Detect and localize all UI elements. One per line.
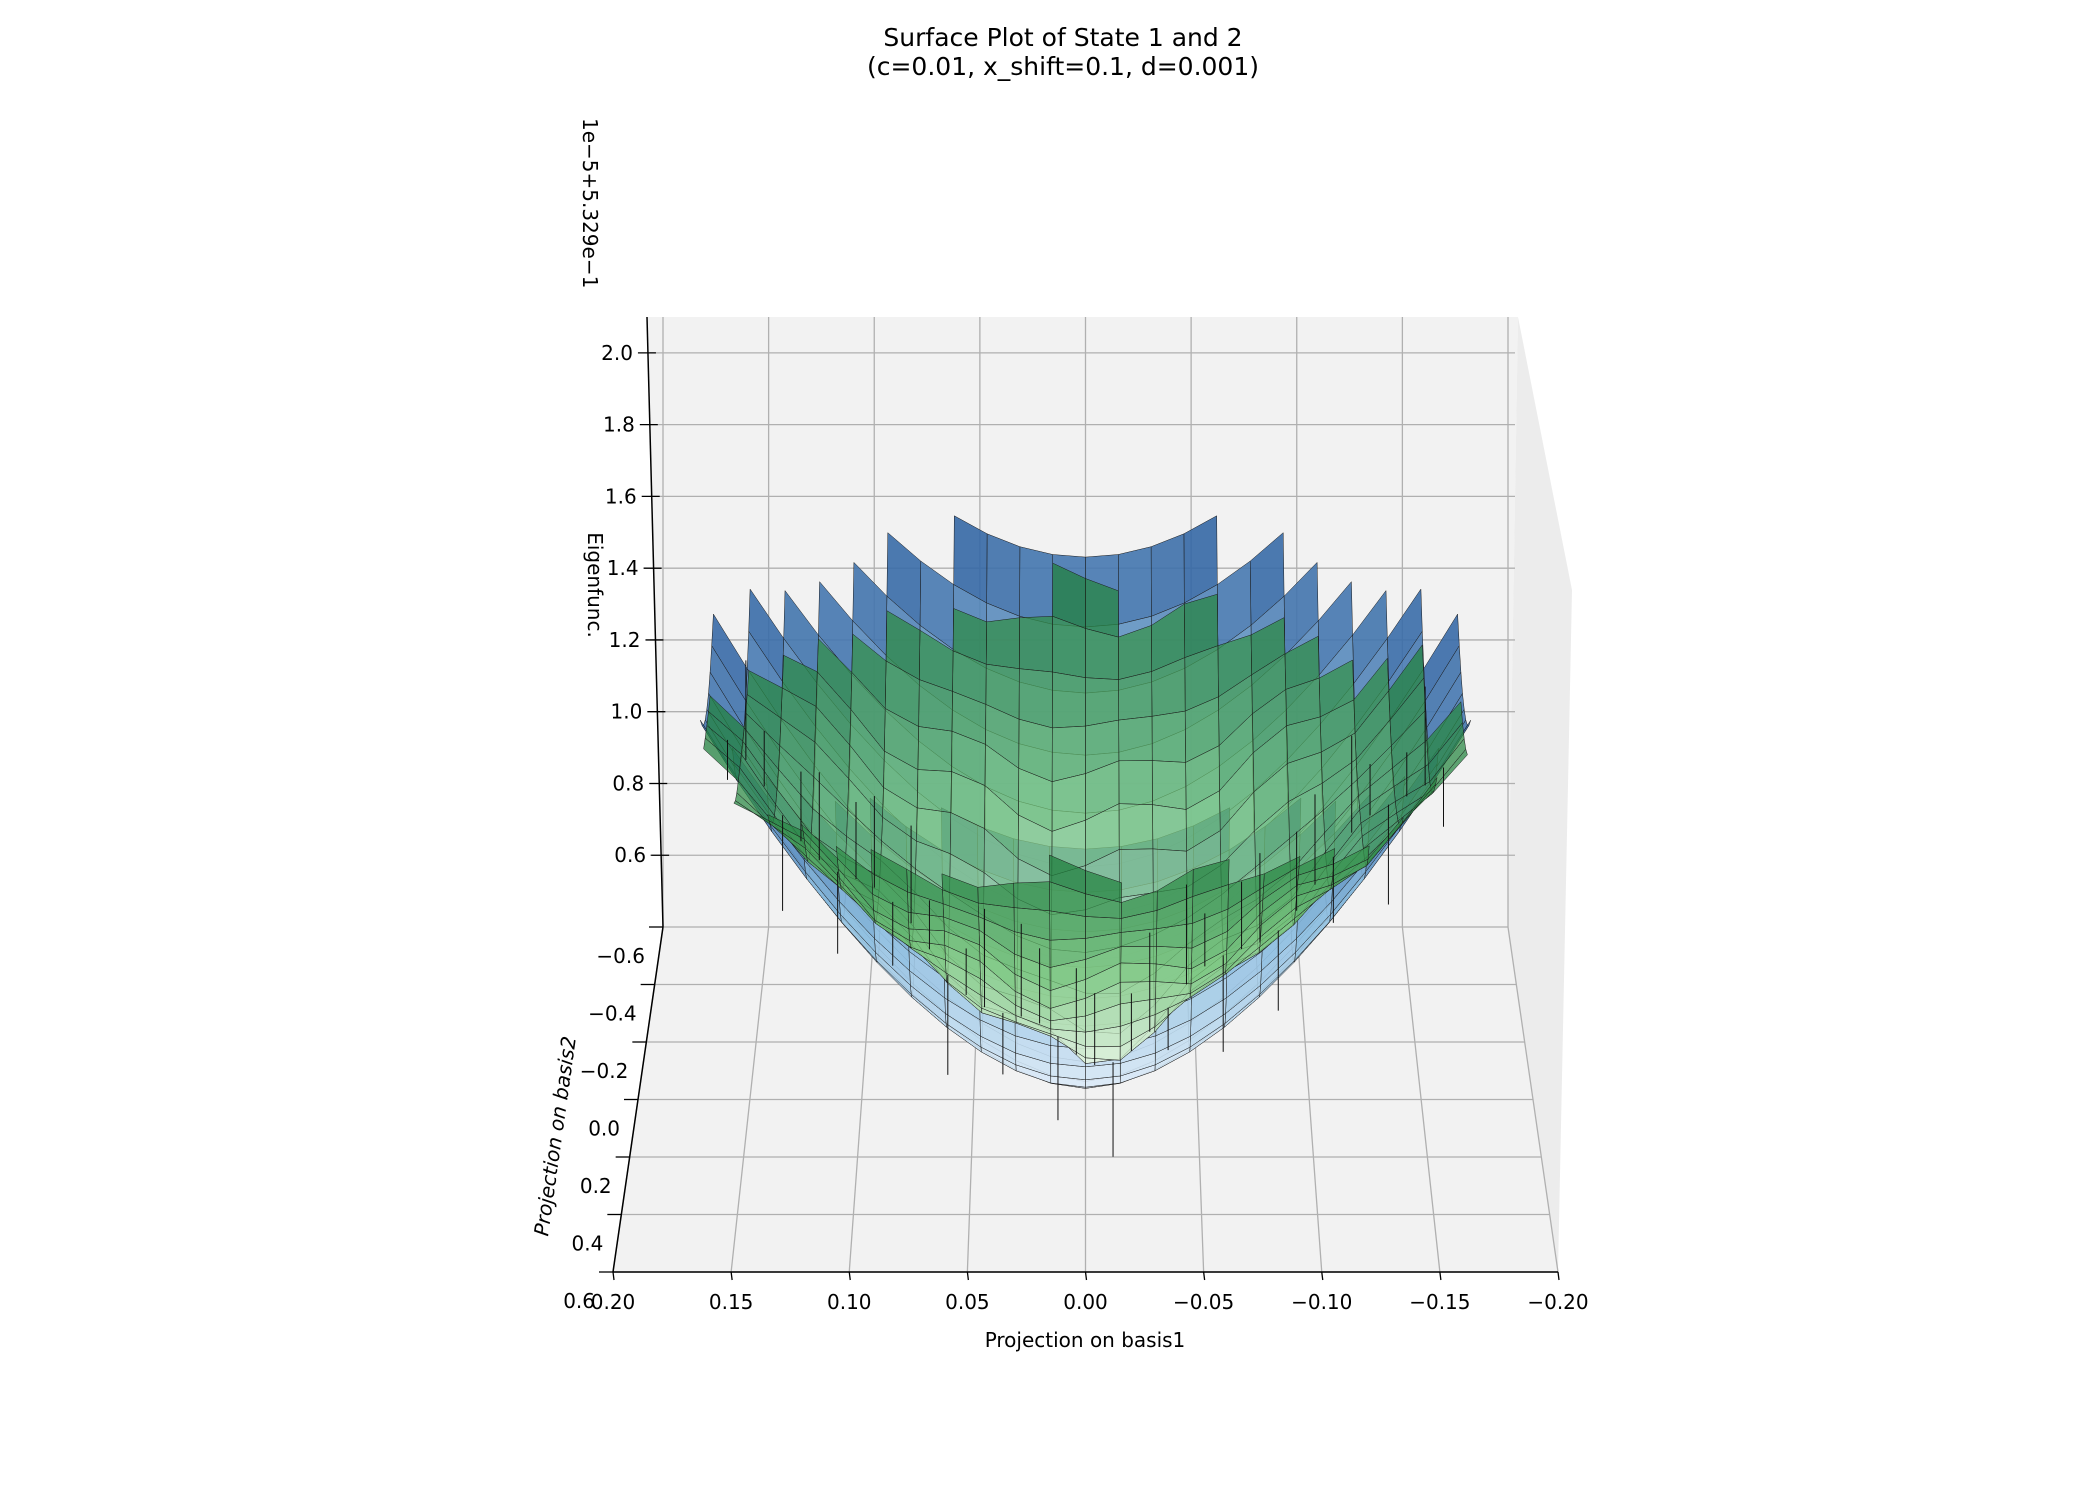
x-tick-mark bbox=[1439, 1271, 1442, 1281]
z-axis-label: Eigenfunc. bbox=[583, 532, 607, 638]
surface-facet bbox=[1120, 962, 1157, 983]
surface-facet bbox=[703, 737, 741, 782]
y-tick-label: −0.2 bbox=[580, 1059, 629, 1083]
z-tick-label: 0.8 bbox=[612, 771, 644, 795]
z-tick-label: 1.2 bbox=[609, 628, 641, 652]
surface-facet bbox=[941, 873, 979, 904]
surface-facet bbox=[1152, 804, 1187, 852]
surface-facet bbox=[870, 849, 908, 893]
surface-facet bbox=[1118, 848, 1154, 898]
z-tick-label: 1.0 bbox=[611, 700, 643, 724]
surface-facet bbox=[1019, 546, 1053, 625]
surface-facet bbox=[1118, 716, 1153, 762]
x-tick-label: 0.10 bbox=[827, 1290, 872, 1314]
x-tick-mark bbox=[848, 1271, 851, 1281]
y-tick-label: −0.4 bbox=[588, 1002, 637, 1026]
y-tick-label: 0.6 bbox=[563, 1289, 595, 1313]
surface-facet bbox=[1052, 671, 1086, 729]
surface-facet bbox=[917, 726, 953, 772]
surface-facet bbox=[1049, 854, 1086, 895]
x-tick-label: −0.20 bbox=[1527, 1290, 1588, 1314]
chart-title: Surface Plot of State 1 and 2 bbox=[883, 23, 1242, 52]
surface-spikes bbox=[727, 660, 1444, 1157]
z-axis-line bbox=[646, 316, 664, 928]
x-tick-label: −0.10 bbox=[1291, 1290, 1352, 1314]
surface-facet bbox=[1118, 803, 1154, 850]
surface-facet bbox=[1085, 677, 1119, 727]
x-tick-mark bbox=[612, 1271, 615, 1281]
surface-facet bbox=[916, 769, 952, 813]
x-tick-mark bbox=[1321, 1271, 1324, 1281]
z-axis-ticks: 0.6 0.8 1.0 1.2 1.4 1.6 1.8 2.0 bbox=[601, 341, 670, 867]
y-axis-ticks: −0.6 −0.4 −0.2 0.0 0.2 0.4 0.6 bbox=[563, 926, 663, 1313]
y-tick-label: 0.2 bbox=[580, 1174, 612, 1198]
y-tick-label: −0.6 bbox=[596, 944, 645, 968]
surface-facet bbox=[801, 823, 839, 870]
x-tick-mark bbox=[730, 1271, 733, 1281]
x-tick-mark bbox=[1084, 1271, 1088, 1281]
y-tick-label: 0.0 bbox=[588, 1117, 620, 1141]
surface-facet bbox=[1118, 760, 1153, 805]
surface-facet bbox=[1152, 760, 1187, 810]
z-tick-label: 1.4 bbox=[607, 556, 639, 580]
z-tick-label: 1.6 bbox=[605, 484, 637, 508]
surface-state2 bbox=[703, 562, 1468, 1065]
z-axis-offset-text: 1e−5+5.329e−1 bbox=[578, 118, 602, 288]
z-tick-label: 0.6 bbox=[614, 843, 646, 867]
surface-facet bbox=[1018, 668, 1053, 729]
y-tick-label: 0.4 bbox=[572, 1232, 604, 1256]
x-tick-mark bbox=[966, 1271, 970, 1281]
z-tick-label: 1.8 bbox=[603, 413, 635, 437]
z-tick-label: 2.0 bbox=[601, 341, 633, 365]
surface-facet bbox=[836, 845, 873, 895]
y-axis-label: Projection on basis2 bbox=[529, 1035, 581, 1238]
x-tick-label: 0.20 bbox=[591, 1290, 636, 1314]
x-tick-mark bbox=[1557, 1271, 1560, 1281]
surface-facet bbox=[1150, 533, 1185, 617]
surface-facet bbox=[986, 533, 1021, 617]
surface-facet bbox=[1120, 946, 1157, 965]
surface-facet bbox=[1085, 1046, 1121, 1061]
surface-facet bbox=[1085, 628, 1119, 680]
surface-facet bbox=[733, 800, 771, 826]
x-tick-mark bbox=[1202, 1271, 1206, 1281]
x-axis-label: Projection on basis1 bbox=[985, 1328, 1186, 1352]
surface-facet bbox=[985, 617, 1020, 669]
x-tick-label: 0.00 bbox=[1063, 1290, 1108, 1314]
surface-facet bbox=[1118, 546, 1152, 625]
x-tick-label: 0.05 bbox=[945, 1290, 990, 1314]
x-tick-label: −0.05 bbox=[1173, 1290, 1234, 1314]
chart-subtitle: (c=0.01, x_shift=0.1, d=0.001) bbox=[867, 52, 1259, 81]
surface-facet bbox=[1151, 710, 1186, 763]
surface-facet bbox=[1013, 881, 1050, 912]
x-axis-ticks: 0.20 0.15 0.10 0.05 0.00 −0.05 −0.10 −0.15 −0.20 bbox=[591, 1271, 1589, 1314]
x-tick-label: −0.15 bbox=[1409, 1290, 1470, 1314]
surface-facet bbox=[1019, 616, 1053, 673]
surface-facet bbox=[1118, 671, 1153, 721]
surface-facet bbox=[1051, 725, 1086, 783]
surface-facet bbox=[767, 814, 805, 840]
x-tick-label: 0.15 bbox=[709, 1290, 754, 1314]
